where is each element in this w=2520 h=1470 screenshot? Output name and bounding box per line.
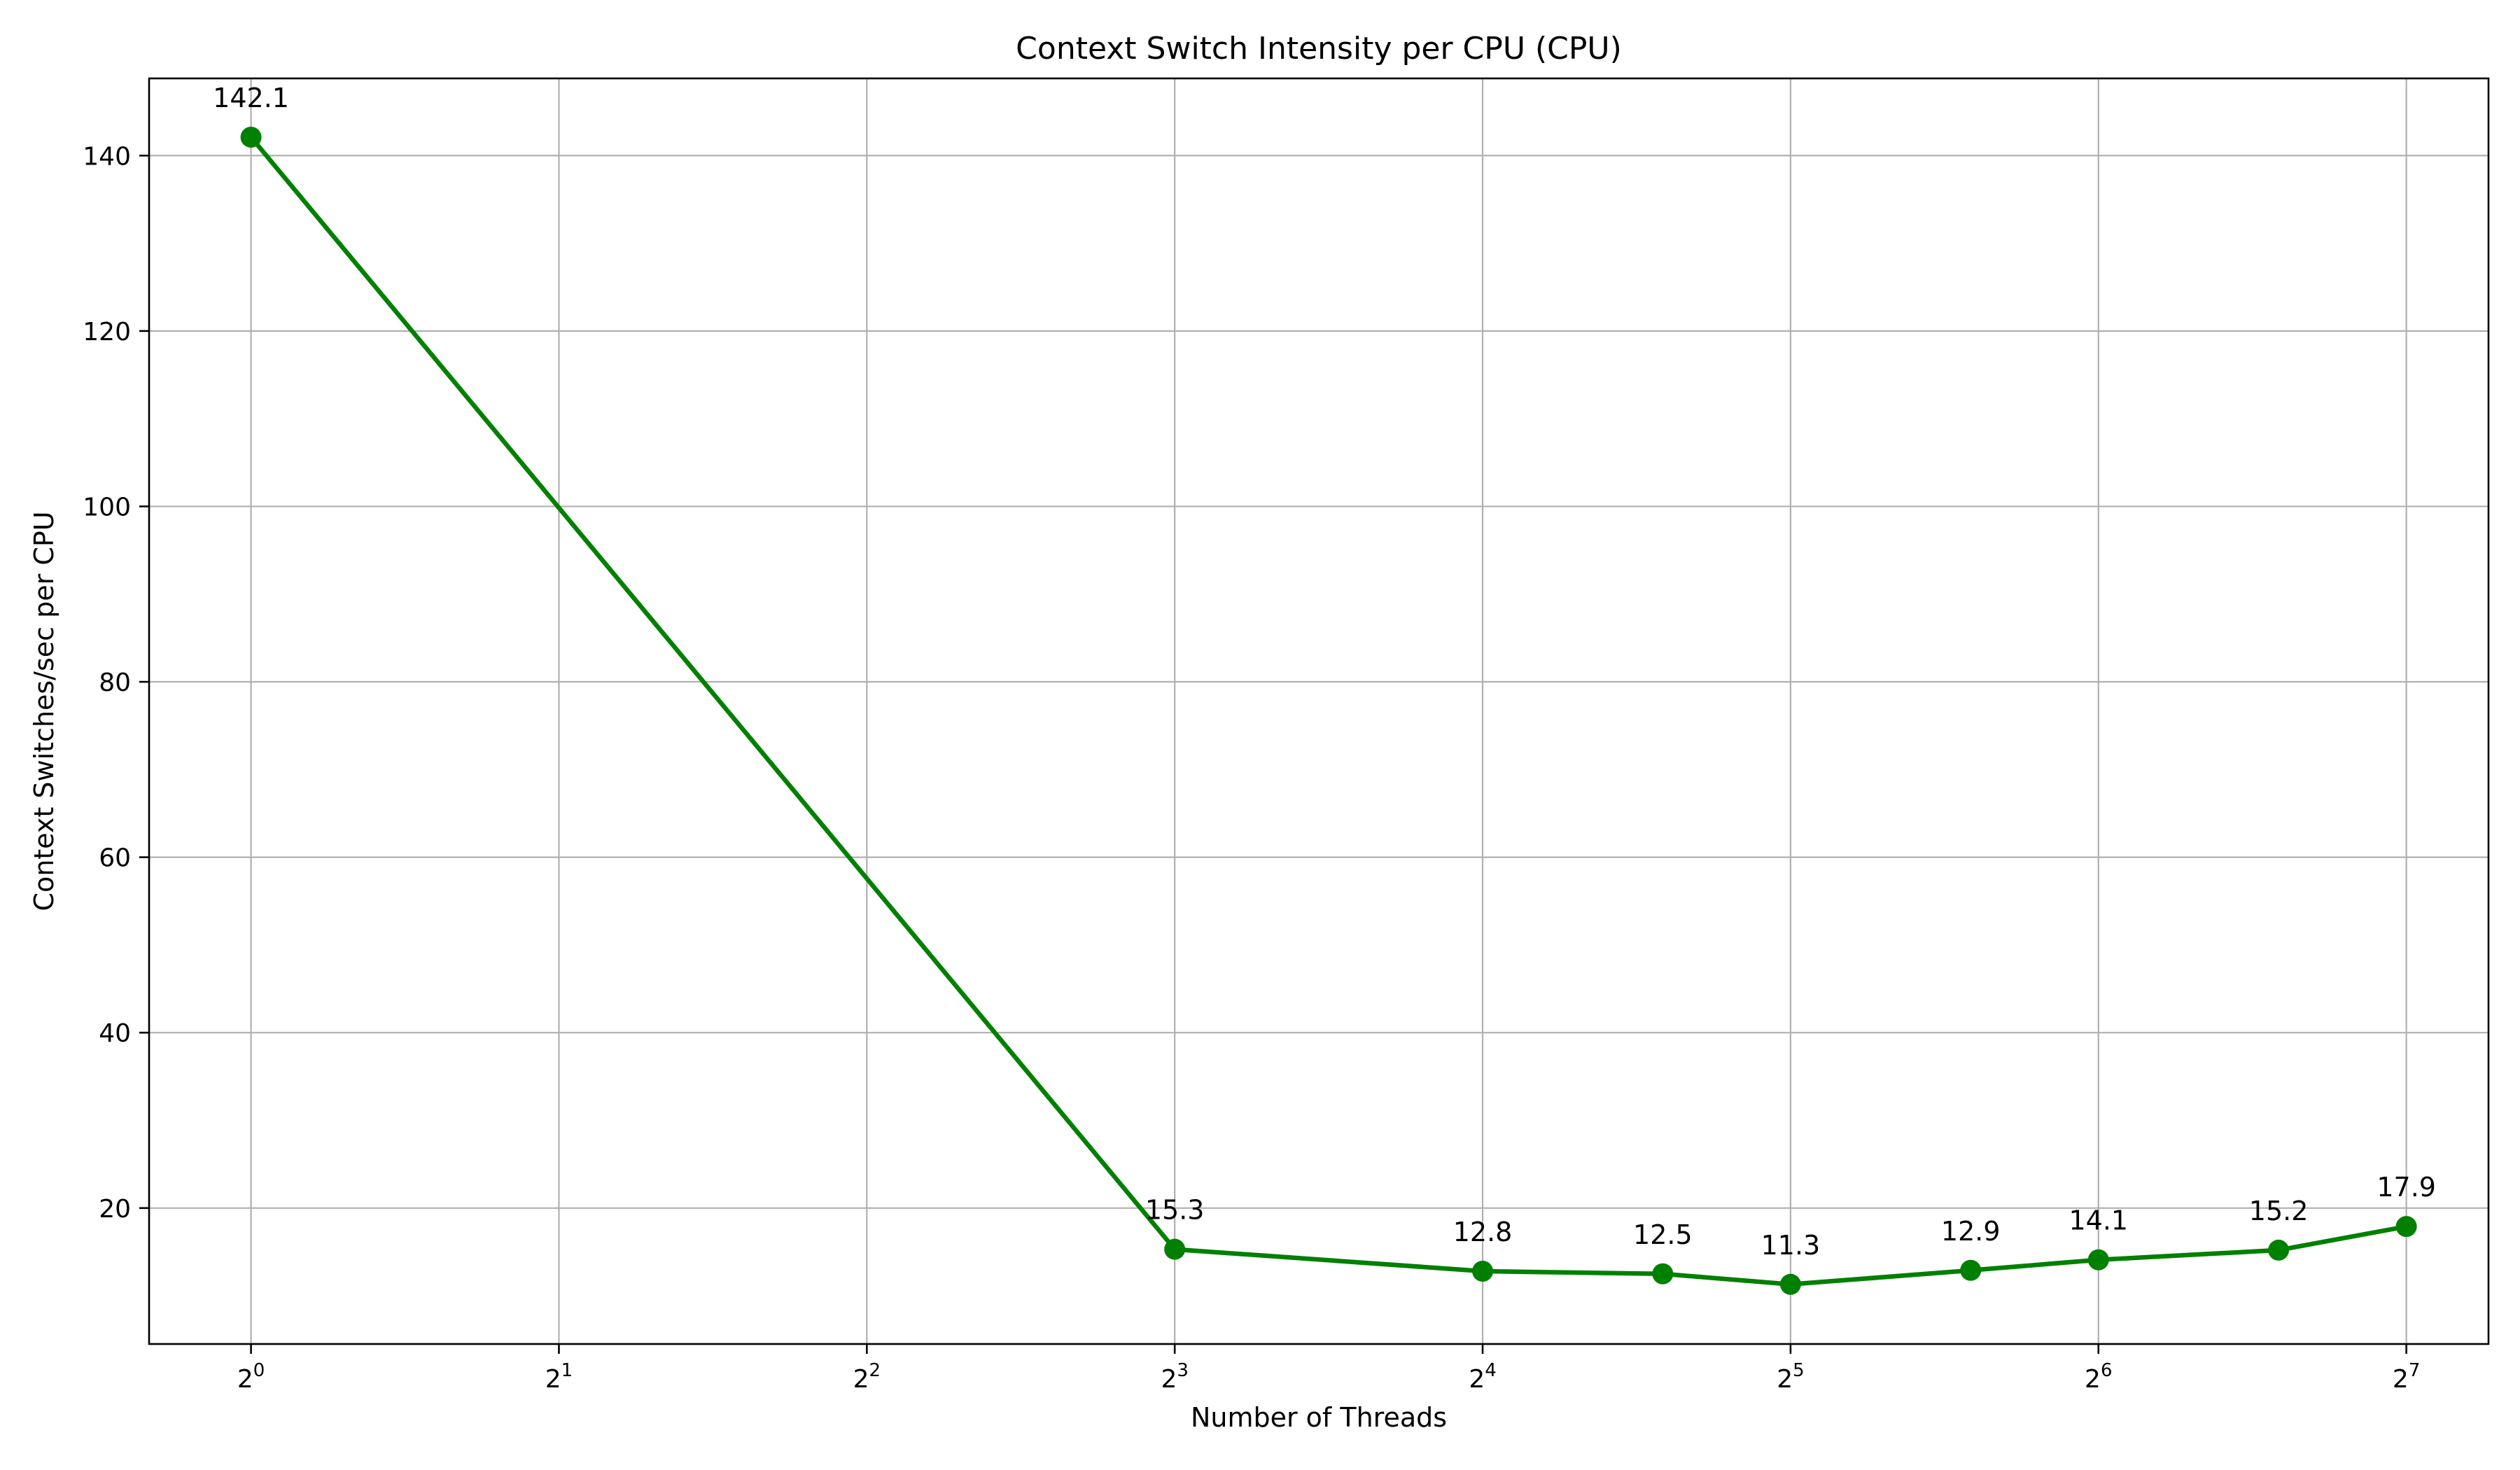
data-label: 17.9	[2376, 1172, 2436, 1203]
x-tick-label: 24	[1469, 1360, 1496, 1394]
y-axis-label: Context Switches/sec per CPU	[29, 511, 59, 911]
x-tick-label: 23	[1161, 1360, 1188, 1394]
series-layer	[240, 126, 2417, 1295]
x-axis-label: Number of Threads	[1191, 1402, 1447, 1433]
data-point	[1472, 1261, 1494, 1282]
labels-layer: 142.1 15.3 12.8 12.5 11.3 12.9 14.1 15.2 17.9	[213, 83, 2436, 1261]
y-tick-label: 40	[99, 1019, 131, 1048]
data-label: 15.3	[1145, 1195, 1205, 1226]
data-label: 12.9	[1941, 1216, 2001, 1247]
y-tick-label: 20	[99, 1195, 131, 1224]
chart-title: Context Switch Intensity per CPU (CPU)	[1016, 31, 1622, 66]
y-tick-label: 140	[83, 142, 131, 171]
x-tick-label: 22	[853, 1360, 881, 1394]
x-tick-label: 25	[1777, 1360, 1804, 1394]
data-point	[1779, 1273, 1801, 1295]
data-point	[240, 126, 262, 148]
y-tick-label: 120	[83, 318, 131, 346]
data-label: 14.1	[2068, 1205, 2128, 1236]
grid-layer	[149, 78, 2488, 1344]
data-point	[2268, 1239, 2290, 1261]
x-tick-label: 26	[2085, 1360, 2112, 1394]
data-point	[2087, 1249, 2109, 1270]
data-point	[1960, 1259, 1982, 1281]
data-point	[1652, 1263, 1674, 1284]
series-line	[248, 134, 2409, 1287]
data-point	[1164, 1238, 1186, 1260]
x-tick-label: 27	[2393, 1360, 2420, 1394]
data-label: 15.2	[2249, 1196, 2309, 1226]
x-tick-label: 21	[545, 1360, 573, 1394]
ticks-layer: 20 21 22 23 24 25 26 27 20 40 60 80 100 120 140	[83, 142, 2420, 1394]
plot-area-frame	[148, 77, 2490, 1345]
data-label: 142.1	[213, 83, 289, 113]
y-tick-label: 60	[99, 844, 131, 873]
data-label: 11.3	[1761, 1230, 1821, 1261]
y-tick-label: 80	[99, 668, 131, 697]
data-label: 12.5	[1633, 1219, 1693, 1250]
data-label: 12.8	[1453, 1217, 1513, 1247]
x-tick-label: 20	[237, 1360, 265, 1394]
data-point	[2395, 1216, 2417, 1238]
y-tick-label: 100	[83, 493, 131, 522]
